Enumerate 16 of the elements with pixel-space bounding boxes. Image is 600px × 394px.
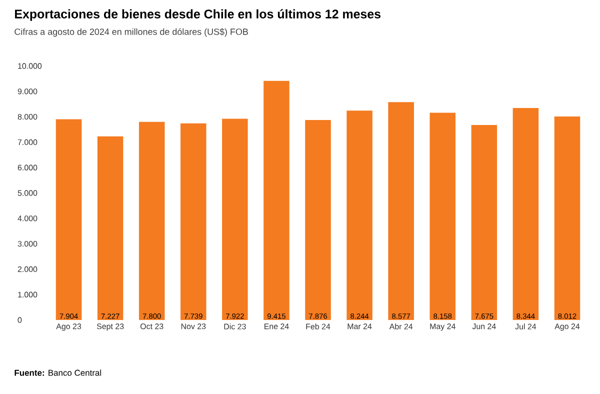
bar (388, 102, 414, 320)
bar (56, 119, 82, 320)
chart-title: Exportaciones de bienes desde Chile en los últimos 12 meses (15, 9, 380, 21)
bar (305, 120, 331, 320)
chart-subtitle: Cifras a agosto de 2024 en millones de dólares (US$) FOB (14, 28, 248, 37)
bar (222, 118, 248, 320)
bar (180, 123, 206, 320)
bar (264, 80, 290, 320)
bar (471, 125, 498, 320)
bar (346, 110, 372, 320)
bar (430, 112, 456, 320)
text: Fuente: Banco Central (14, 370, 101, 376)
bar (554, 116, 580, 320)
bar (512, 108, 539, 320)
bar (138, 122, 165, 320)
bar (97, 136, 124, 320)
